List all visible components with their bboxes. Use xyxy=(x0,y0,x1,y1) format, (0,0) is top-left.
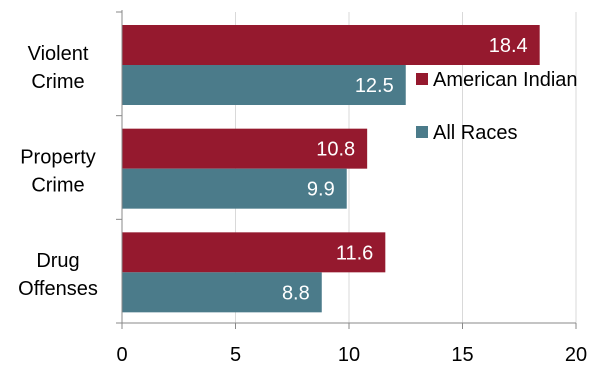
data-label: 8.8 xyxy=(282,282,310,304)
data-label: 18.4 xyxy=(489,35,528,57)
bar-all-races-1 xyxy=(122,168,347,209)
legend-swatch-american-indian xyxy=(416,73,428,85)
labels: 18.4 12.5 10.8 9.9 11.6 8.8 0 5 10 15 20 Violent Cri… xyxy=(18,35,587,366)
legend: American Indian All Races xyxy=(416,69,578,144)
bars xyxy=(122,25,540,313)
x-tick-label: 20 xyxy=(565,344,587,366)
legend-label: All Races xyxy=(433,122,517,144)
bar-american-indian-2 xyxy=(122,232,386,273)
data-label: 11.6 xyxy=(336,242,373,264)
bar-american-indian-1 xyxy=(122,128,368,169)
category-label: Violent Crime xyxy=(28,43,89,93)
legend-label: American Indian xyxy=(433,69,578,91)
legend-swatch-all-races xyxy=(416,126,428,138)
x-tick-label: 0 xyxy=(116,344,127,366)
bar-all-races-0 xyxy=(122,65,406,105)
category-label: Property Crime xyxy=(20,147,96,197)
data-label: 9.9 xyxy=(307,179,335,201)
x-tick-label: 5 xyxy=(230,344,241,366)
x-tick-label: 10 xyxy=(338,344,360,366)
data-label: 12.5 xyxy=(355,75,394,97)
data-label: 10.8 xyxy=(316,139,355,161)
axes xyxy=(116,10,577,329)
category-label: Drug Offenses xyxy=(18,250,98,300)
bar-all-races-2 xyxy=(122,272,322,313)
x-tick-label: 15 xyxy=(451,344,473,366)
bar-american-indian-0 xyxy=(122,25,540,65)
